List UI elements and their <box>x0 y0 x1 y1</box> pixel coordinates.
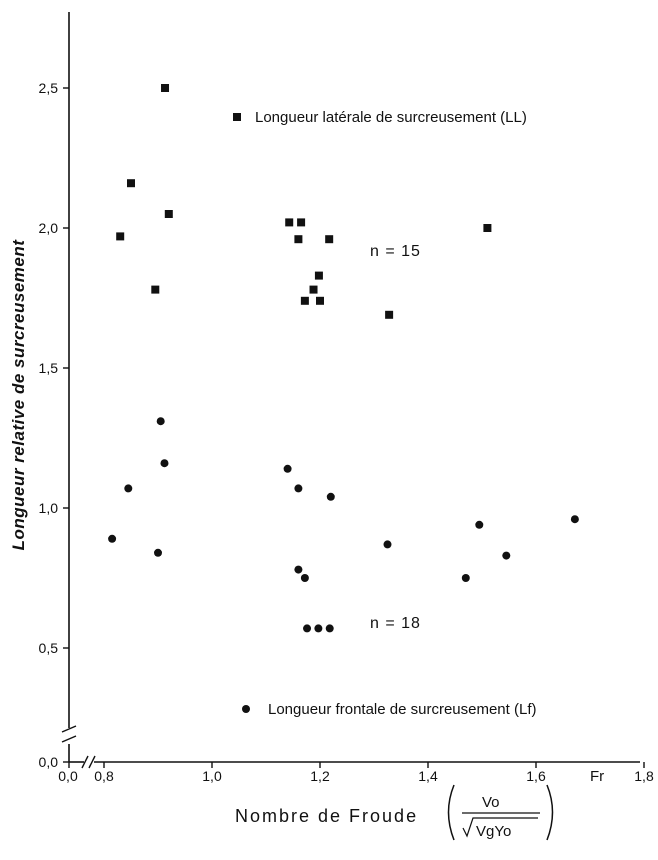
circle-point-12 <box>325 624 334 633</box>
count-label-circles: n = 18 <box>370 615 421 632</box>
square-point-1 <box>127 179 135 188</box>
fraction-denominator: VgYo <box>476 823 511 840</box>
circle-point-2 <box>154 548 162 557</box>
y-tick-label-0: 0,0 <box>39 754 59 770</box>
tick-labels-group: 0,0 0,8 1,0 1,2 1,4 1,6 1,8 0,0 0,5 1,0 1,5 2,0 2,5 <box>39 80 654 784</box>
circle-point-11 <box>326 492 335 501</box>
ticks-group <box>63 87 645 768</box>
froude-fraction: Vo VgYo <box>447 784 554 841</box>
fraction-left-paren <box>447 784 455 841</box>
circle-point-1 <box>124 484 133 493</box>
square-point-12 <box>325 235 334 244</box>
y-tick-label-4: 2,0 <box>39 220 59 236</box>
y-axis-break <box>61 725 77 743</box>
x-tick-label-4: 1,4 <box>418 768 438 784</box>
square-point-9 <box>309 285 318 294</box>
x-tick-label-0: 0,0 <box>58 768 78 784</box>
fraction-root-sign <box>462 817 538 838</box>
circle-point-17 <box>570 515 579 524</box>
square-point-10 <box>314 271 323 280</box>
marks-group <box>108 84 579 633</box>
circle-point-3 <box>156 417 165 426</box>
circle-point-15 <box>475 520 484 529</box>
circle-point-16 <box>502 551 511 560</box>
square-point-6 <box>294 235 303 244</box>
y-tick-label-1: 0,5 <box>39 640 59 656</box>
count-label-squares: n = 15 <box>370 243 421 260</box>
legend-squares: Longueur latérale de surcreusement (LL) <box>233 109 527 126</box>
x-axis-break <box>81 755 96 769</box>
circle-point-0 <box>108 534 117 543</box>
legend-circle-marker <box>242 705 250 713</box>
circle-point-9 <box>303 624 312 633</box>
square-point-0 <box>116 232 125 241</box>
x-tick-label-6: 1,8 <box>634 768 654 784</box>
fraction-numerator: Vo <box>482 794 500 811</box>
y-tick-label-5: 2,5 <box>39 80 59 96</box>
square-point-2 <box>151 285 160 294</box>
circle-point-4 <box>160 459 169 468</box>
x-axis-label: Nombre de Froude <box>235 806 418 826</box>
x-tick-label-1: 0,8 <box>94 768 114 784</box>
circle-point-6 <box>294 484 303 493</box>
square-point-4 <box>164 210 173 218</box>
fraction-right-paren <box>546 784 554 841</box>
square-point-11 <box>316 296 324 305</box>
square-point-7 <box>297 218 306 227</box>
legend-square-marker <box>233 113 241 121</box>
y-tick-label-3: 1,5 <box>39 360 59 376</box>
legend-circles: Longueur frontale de surcreusement (Lf) <box>242 701 536 718</box>
square-point-3 <box>161 84 170 92</box>
square-point-13 <box>385 310 394 319</box>
legend-circle-label: Longueur frontale de surcreusement (Lf) <box>268 701 536 718</box>
square-point-8 <box>300 296 309 305</box>
square-point-5 <box>285 218 294 227</box>
circle-point-13 <box>383 540 392 549</box>
circle-point-14 <box>461 574 470 582</box>
y-tick-label-2: 1,0 <box>39 500 59 516</box>
circle-point-7 <box>294 565 303 574</box>
circle-point-8 <box>300 574 309 582</box>
x-tick-label-2: 1,0 <box>202 768 222 784</box>
legend-square-label: Longueur latérale de surcreusement (LL) <box>255 109 527 126</box>
circle-point-10 <box>314 624 323 633</box>
y-axis-label: Longueur relative de surcreusement <box>9 239 28 551</box>
x-tick-label-3: 1,2 <box>310 768 330 784</box>
x-axis-end-label: Fr <box>590 768 604 785</box>
square-point-14 <box>483 224 492 232</box>
x-tick-label-5: 1,6 <box>526 768 546 784</box>
circle-point-5 <box>283 464 292 473</box>
